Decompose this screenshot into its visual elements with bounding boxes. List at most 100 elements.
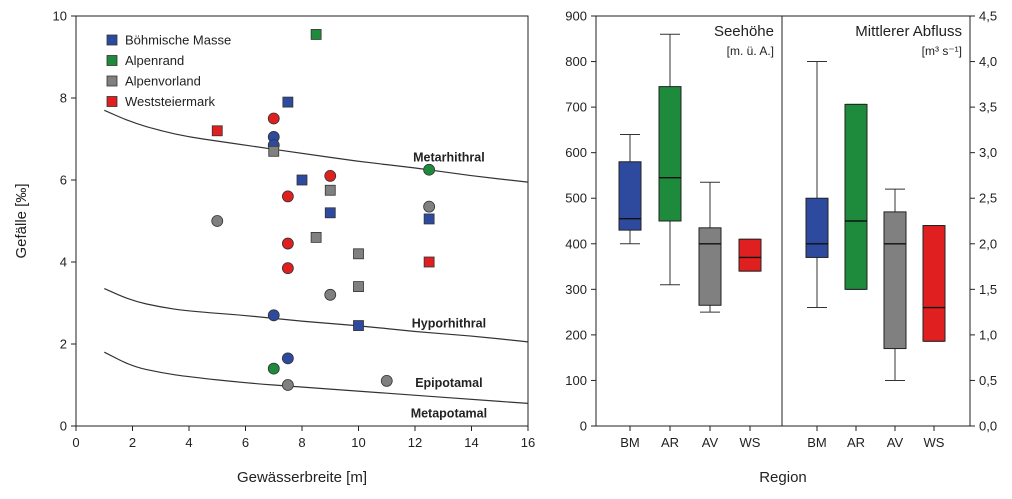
legend-label-alpenrand: Alpenrand [125, 53, 184, 68]
panel-unit-seehoehe: [m. ü. A.] [727, 44, 774, 58]
boundary-curves [104, 109, 529, 404]
legend-label-alpenvorland: Alpenvorland [125, 74, 201, 89]
left-y-tick-label: 700 [565, 100, 587, 115]
x-tick-label: 4 [185, 435, 192, 450]
data-point-circle-bohmische-masse [281, 352, 294, 365]
x-axis-label: Gewässerbreite [m] [237, 469, 367, 486]
left-axis-ticks: 0 2 4 6 8 10 12 14 16 0 2 4 6 8 10 [53, 9, 536, 451]
data-point-circle-alpenvorland [211, 215, 224, 227]
left-y-tick-label: 0 [580, 419, 587, 434]
data-point-circle-alpenvorland [423, 200, 436, 213]
zone-label-hyporhithral: Hyporhithral [412, 317, 486, 331]
data-point-circle-weststeiermark [281, 237, 294, 250]
data-point-square-alpenvorland [324, 184, 336, 196]
y-tick-label: 2 [60, 337, 67, 352]
category-label-ar: AR [661, 435, 679, 450]
legend: Böhmische Masse Alpenrand Alpenvorland West… [106, 33, 231, 109]
box-seehohe-av [698, 181, 722, 313]
x-tick-label: 6 [242, 435, 249, 450]
box-seehohe-bm [618, 133, 642, 245]
right-y-tick-label: 2,5 [979, 191, 997, 206]
category-label-av: AV [702, 435, 719, 450]
y-tick-label: 10 [53, 9, 67, 24]
left-y-tick-label: 100 [565, 373, 587, 388]
data-point-square-alpenvorland [268, 145, 280, 157]
left-y-tick-label: 800 [565, 54, 587, 69]
category-label-av: AV [887, 435, 904, 450]
right-y-tick-label: 3,5 [979, 100, 997, 115]
data-point-square-alpenvorland [353, 248, 364, 260]
category-label-bm: BM [620, 435, 640, 450]
x-tick-label: 8 [298, 435, 305, 450]
box-mittlerer-abfluss-ws [922, 225, 946, 342]
box-mittlerer-abfluss-bm [805, 61, 829, 309]
data-point-square-bohmische-masse [324, 207, 336, 219]
x-tick-label: 16 [521, 435, 535, 450]
data-point-circle-alpenrand [423, 163, 436, 176]
legend-marker-alpenvorland [106, 75, 118, 87]
category-label-ar: AR [847, 435, 865, 450]
right-boxplot-panel: 0 100 200 300 400 500 600 700 800 900 0,0 0,5 1,0 1,5… [565, 9, 997, 487]
boundary-curve-metarhithral [104, 109, 529, 183]
data-point-square-weststeiermark [423, 256, 435, 268]
data-point-square-alpenvorland [353, 281, 364, 293]
x-tick-label: 12 [408, 435, 422, 450]
right-axis-ticks: 0 100 200 300 400 500 600 700 800 900 0,0 0,5 1,0 1,5… [565, 9, 997, 451]
box-iqr [883, 211, 907, 350]
region-axis-label: Region [759, 469, 807, 486]
y-tick-label: 4 [60, 255, 67, 270]
x-tick-label: 2 [129, 435, 136, 450]
category-label-bm: BM [807, 435, 827, 450]
legend-label-bohmische-masse: Böhmische Masse [125, 33, 231, 48]
right-plot-frame [595, 15, 971, 427]
data-point-circle-alpenvorland [380, 374, 393, 387]
left-y-tick-label: 300 [565, 282, 587, 297]
data-point-circle-weststeiermark [281, 262, 294, 275]
right-y-tick-label: 2,0 [979, 236, 997, 251]
box-mittlerer-abfluss-av [883, 188, 907, 381]
x-tick-label: 14 [464, 435, 478, 450]
panel-title-abfluss: Mittlerer Abfluss [855, 23, 962, 40]
x-tick-label: 10 [351, 435, 365, 450]
y-tick-label: 0 [60, 419, 67, 434]
zone-label-metarhithral: Metarhithral [413, 150, 485, 164]
left-y-tick-label: 200 [565, 327, 587, 342]
boundary-curve-hyporhithral [104, 288, 529, 343]
right-y-tick-label: 4,0 [979, 54, 997, 69]
legend-marker-bohmische-masse [106, 34, 118, 46]
left-y-tick-label: 500 [565, 191, 587, 206]
box-iqr [805, 197, 829, 258]
right-y-tick-label: 4,5 [979, 9, 997, 24]
category-label-ws: WS [924, 435, 945, 450]
data-point-square-bohmische-masse [296, 174, 308, 186]
left-y-tick-label: 900 [565, 9, 587, 24]
box-seehohe-ws [738, 238, 762, 272]
data-point-circle-weststeiermark [281, 190, 294, 203]
right-y-tick-label: 3,0 [979, 145, 997, 160]
data-point-square-alpenvorland [310, 231, 322, 243]
data-point-square-bohmische-masse [353, 320, 364, 331]
category-label-ws: WS [740, 435, 761, 450]
y-tick-label: 8 [60, 91, 67, 106]
box-iqr [658, 86, 682, 222]
box-iqr [698, 227, 722, 306]
zone-label-epipotamal: Epipotamal [415, 376, 482, 390]
left-scatter-panel: Metarhithral Hyporhithral Epipotamal Metapo… [13, 9, 535, 487]
zone-label-metapotamal: Metapotamal [411, 407, 487, 421]
box-iqr [844, 103, 868, 290]
box-iqr [922, 225, 946, 342]
scatter-points [211, 29, 436, 391]
data-point-square-bohmische-masse [423, 213, 435, 225]
y-tick-label: 6 [60, 173, 67, 188]
boundary-curve-epipotamal [104, 351, 529, 404]
data-point-circle-alpenvorland [281, 379, 294, 391]
panel-title-seehoehe: Seehöhe [714, 23, 774, 40]
data-point-square-weststeiermark [211, 125, 223, 137]
legend-marker-alpenrand [106, 55, 118, 66]
y-axis-label: Gefälle [‰] [13, 183, 30, 258]
right-y-tick-label: 0,5 [979, 373, 997, 388]
zone-labels: Metarhithral Hyporhithral Epipotamal Metapo… [411, 150, 487, 420]
right-y-tick-label: 1,0 [979, 327, 997, 342]
